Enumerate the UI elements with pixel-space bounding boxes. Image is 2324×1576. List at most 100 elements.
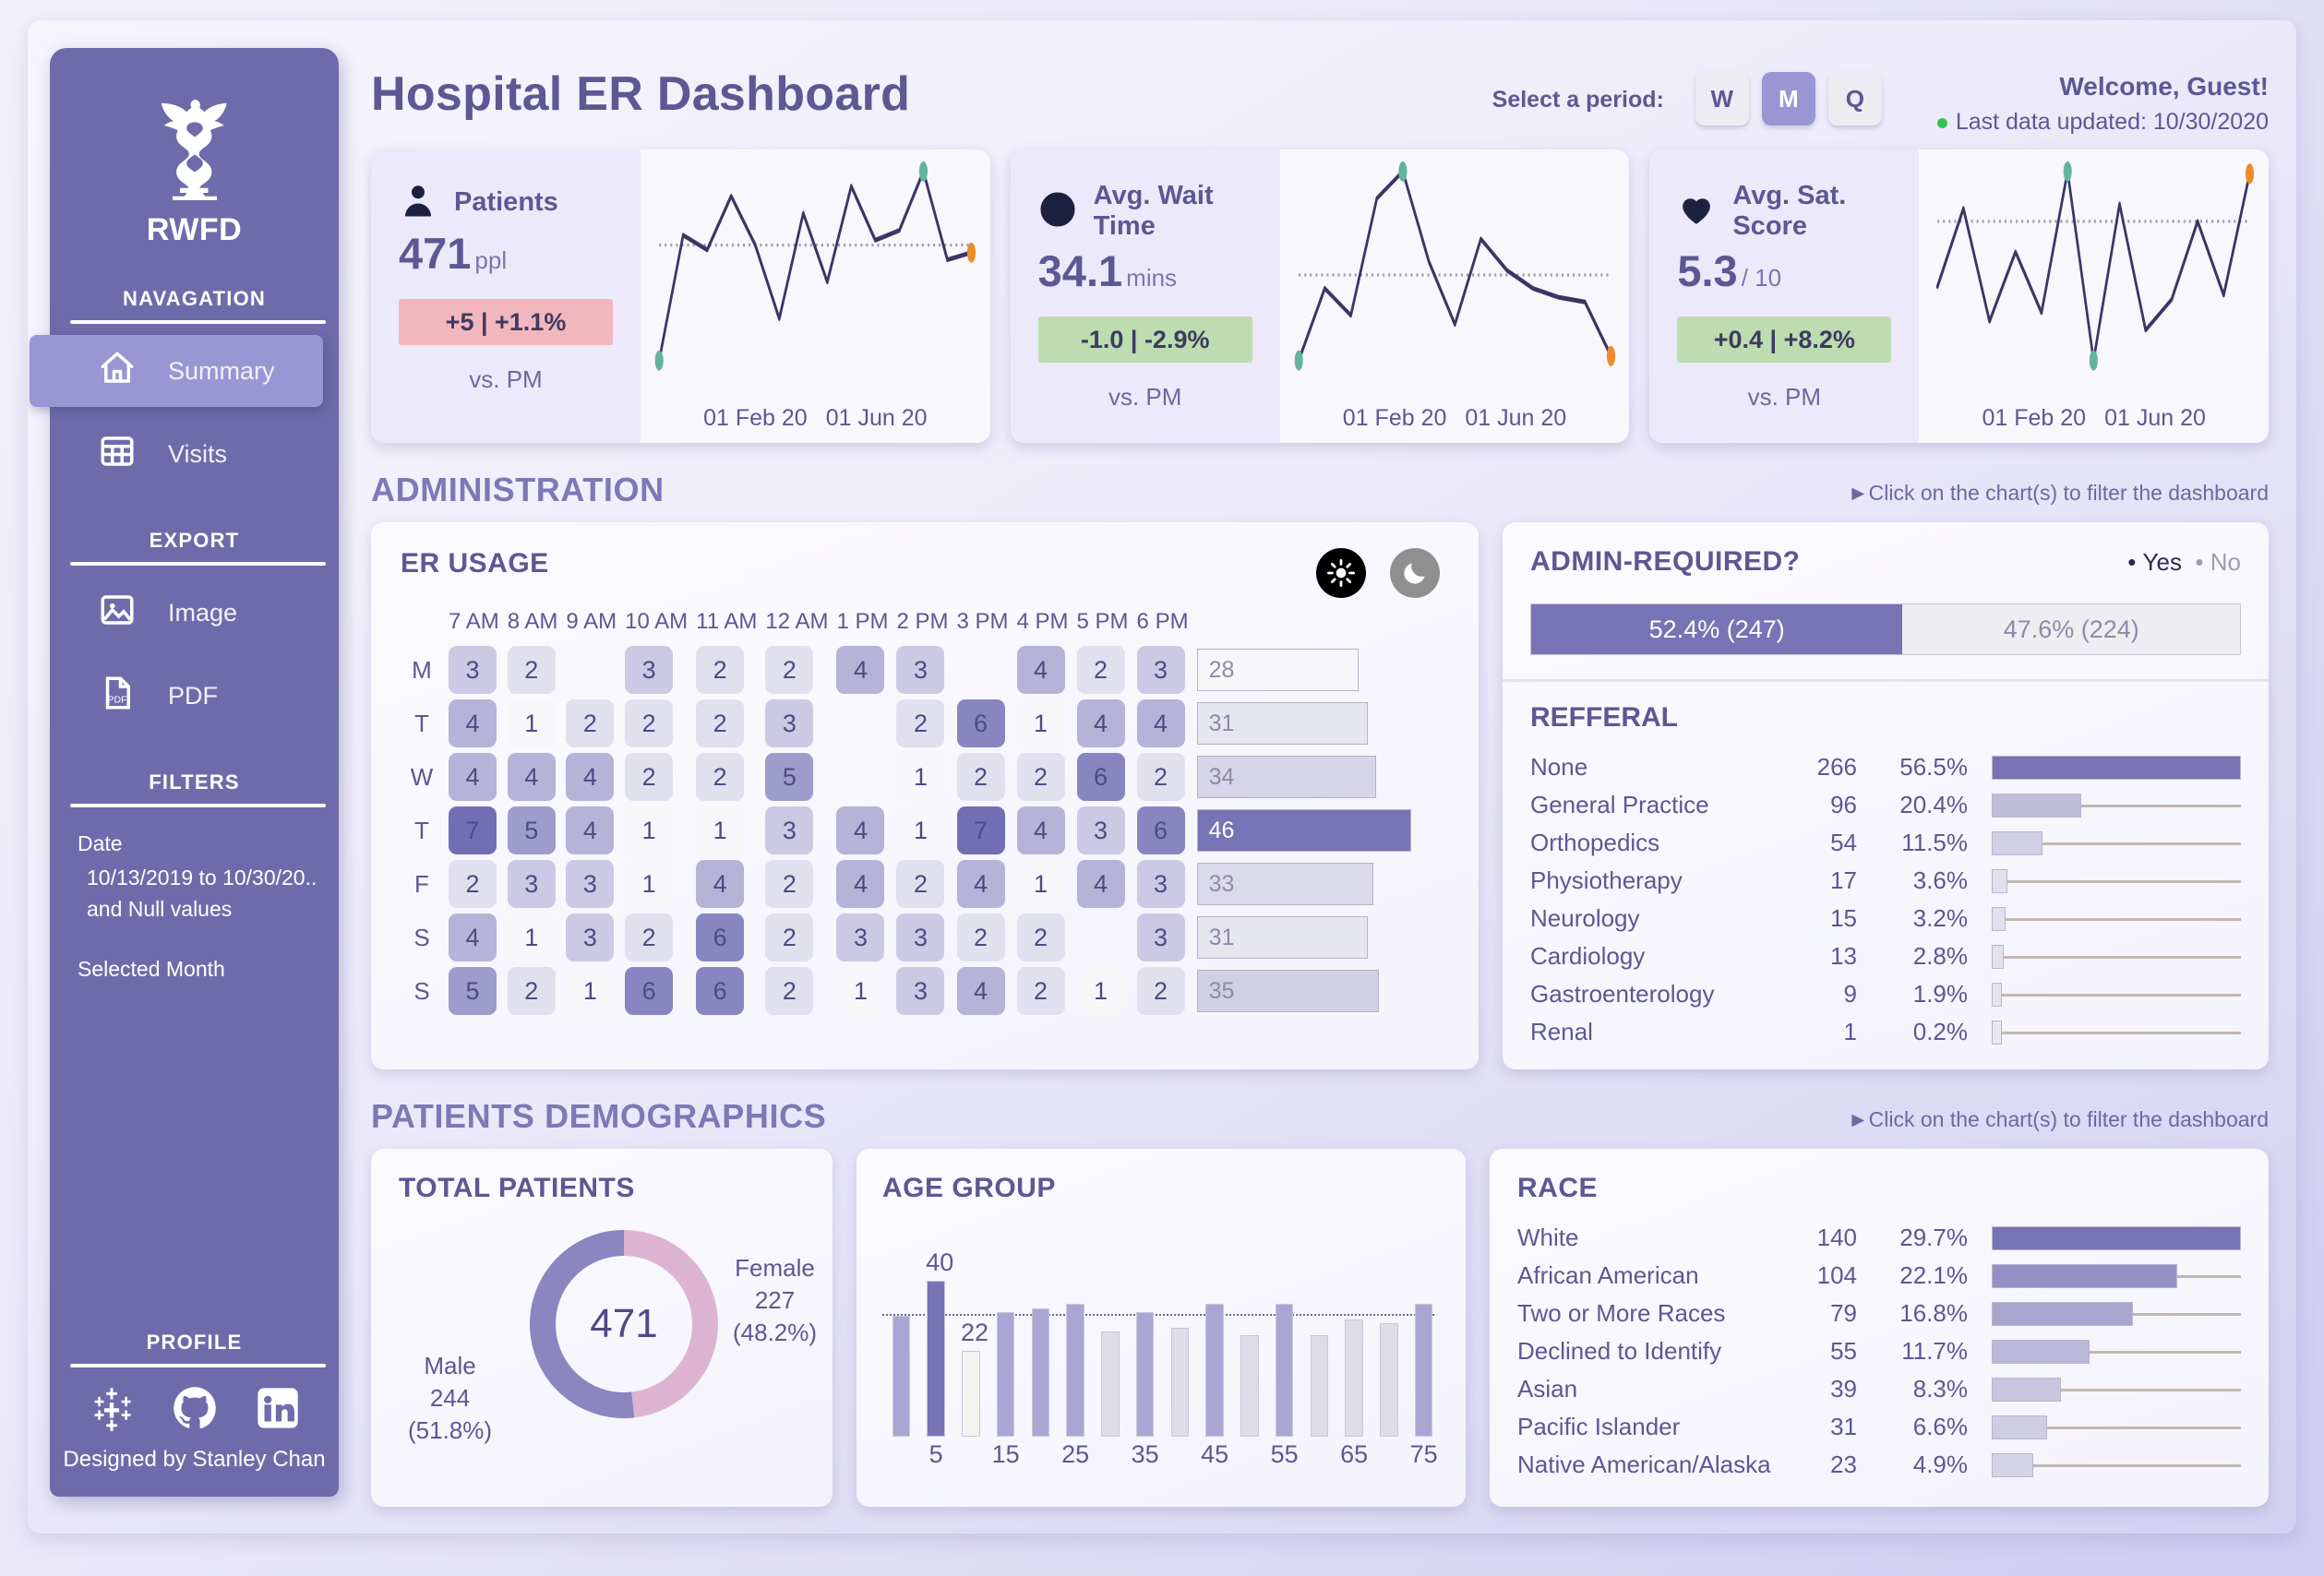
refferal-row[interactable]: Neurology 15 3.2% (1530, 900, 2241, 937)
age-group-bar[interactable] (1414, 1304, 1433, 1437)
kpi-card-sat-score[interactable]: Avg. Sat. Score 5.3/ 10 +0.4 | +8.2% vs.… (1649, 149, 2270, 443)
heatmap-cell[interactable]: 1 (566, 967, 615, 1015)
heatmap-cell[interactable]: 1 (896, 806, 945, 854)
race-row[interactable]: Declined to Identify 55 11.7% (1517, 1332, 2241, 1370)
heatmap-cell[interactable]: 4 (1076, 860, 1125, 908)
age-group-bar[interactable] (996, 1311, 1015, 1437)
heatmap-cell[interactable]: 6 (696, 913, 745, 961)
heatmap-cell[interactable]: 2 (1136, 753, 1185, 801)
heatmap-cell[interactable]: 4 (1016, 806, 1065, 854)
heatmap-cell[interactable]: 2 (1016, 967, 1065, 1015)
refferal-row[interactable]: Renal 1 0.2% (1530, 1013, 2241, 1051)
heatmap-cell[interactable]: 3 (765, 699, 814, 747)
heatmap-cell[interactable]: 6 (1136, 806, 1185, 854)
age-group-bar[interactable] (1066, 1304, 1084, 1437)
heatmap-cell[interactable]: 6 (696, 967, 745, 1015)
heatmap-total-cell[interactable]: 35 (1196, 967, 1411, 1015)
race-row[interactable]: Asian 39 8.3% (1517, 1370, 2241, 1408)
age-group-bar-chart[interactable]: 5 15 25 35 45 55 65 75 40 22 (882, 1228, 1440, 1470)
race-row[interactable]: African American 104 22.1% (1517, 1257, 2241, 1295)
kpi-card-patients[interactable]: Patients 471 ppl +5 | +1.1% vs. PM 01 Feb… (371, 149, 990, 443)
age-group-bar[interactable] (1240, 1335, 1259, 1437)
period-button-q[interactable]: Q (1827, 72, 1882, 125)
heatmap-cell[interactable]: 4 (1136, 699, 1185, 747)
race-row[interactable]: Native American/Alaska 23 4.9% (1517, 1446, 2241, 1484)
admin-required-stacked-bar[interactable]: 52.4% (247) 47.6% (224) (1530, 603, 2241, 655)
heatmap-cell[interactable]: 3 (896, 646, 945, 694)
sidebar-item-visits[interactable]: Visits (50, 418, 339, 490)
linkedin-icon[interactable] (254, 1384, 302, 1432)
heatmap-cell[interactable]: 5 (507, 806, 556, 854)
refferal-row[interactable]: Cardiology 13 2.8% (1530, 937, 2241, 975)
age-group-bar[interactable] (1275, 1304, 1294, 1437)
heatmap-cell[interactable]: 6 (625, 967, 674, 1015)
heatmap-cell[interactable]: 1 (1076, 967, 1125, 1015)
heatmap-cell[interactable]: 2 (449, 860, 497, 908)
heatmap-cell[interactable]: 6 (1076, 753, 1125, 801)
age-group-bar[interactable]: 22 (961, 1319, 988, 1437)
heatmap-cell[interactable]: 2 (765, 913, 814, 961)
heatmap-cell[interactable]: 1 (1016, 860, 1065, 908)
heatmap-cell[interactable]: 3 (765, 806, 814, 854)
heatmap-cell[interactable]: 3 (449, 646, 497, 694)
heatmap-cell[interactable]: 1 (696, 806, 745, 854)
legend-item-no[interactable]: • No (2188, 547, 2241, 576)
age-group-bar[interactable] (1380, 1323, 1398, 1437)
race-row[interactable]: Pacific Islander 31 6.6% (1517, 1408, 2241, 1446)
heatmap-cell[interactable]: 1 (625, 860, 674, 908)
legend-item-yes[interactable]: • Yes (2127, 547, 2182, 576)
heatmap-cell[interactable]: 5 (765, 753, 814, 801)
age-group-bar[interactable] (1345, 1319, 1363, 1437)
heatmap-total-cell[interactable]: 31 (1196, 913, 1411, 961)
heatmap-cell[interactable]: 2 (765, 646, 814, 694)
heatmap-cell[interactable]: 2 (1016, 753, 1065, 801)
heatmap-cell[interactable]: 4 (836, 806, 885, 854)
heatmap-cell[interactable]: 3 (566, 913, 615, 961)
heatmap-cell[interactable]: 2 (566, 699, 615, 747)
heatmap-cell[interactable]: 4 (1076, 699, 1125, 747)
heatmap-cell[interactable]: 2 (1076, 646, 1125, 694)
heatmap-cell[interactable]: 4 (836, 860, 885, 908)
sidebar-item-summary[interactable]: Summary (30, 335, 323, 407)
age-group-bar[interactable] (1310, 1335, 1329, 1437)
refferal-row[interactable]: Gastroenterology 9 1.9% (1530, 975, 2241, 1013)
heatmap-cell[interactable]: 1 (507, 699, 556, 747)
heatmap-cell[interactable]: 3 (1076, 806, 1125, 854)
kpi-sparkline-sat-score[interactable]: 01 Feb 20 01 Jun 20 (1919, 149, 2270, 443)
kpi-card-wait-time[interactable]: Avg. Wait Time 34.1 mins -1.0 | -2.9% vs.… (1010, 149, 1630, 443)
heatmap-cell[interactable]: 2 (625, 753, 674, 801)
gender-donut-chart[interactable] (526, 1226, 722, 1422)
heatmap-cell[interactable]: 2 (507, 967, 556, 1015)
heatmap-cell[interactable]: 3 (625, 646, 674, 694)
period-button-m[interactable]: M (1761, 72, 1815, 125)
heatmap-cell[interactable]: 2 (625, 913, 674, 961)
heatmap-cell[interactable]: 2 (696, 646, 745, 694)
heatmap-cell[interactable]: 3 (1136, 646, 1185, 694)
tableau-icon[interactable] (88, 1384, 136, 1432)
period-button-w[interactable]: W (1695, 72, 1749, 125)
heatmap-cell[interactable]: 1 (836, 967, 885, 1015)
heatmap-cell[interactable]: 4 (449, 699, 497, 747)
age-group-bar[interactable] (1170, 1327, 1190, 1437)
heatmap-cell[interactable]: 4 (507, 753, 556, 801)
heatmap-cell[interactable]: 1 (507, 913, 556, 961)
moon-icon[interactable] (1390, 548, 1440, 598)
heatmap-cell[interactable]: 2 (896, 699, 945, 747)
kpi-sparkline-patients[interactable]: 01 Feb 20 01 Jun 20 (641, 149, 990, 443)
heatmap-cell[interactable]: 7 (956, 806, 1005, 854)
refferal-row[interactable]: Physiotherapy 17 3.6% (1530, 862, 2241, 900)
heatmap-total-cell[interactable]: 33 (1196, 860, 1411, 908)
filter-selected-month[interactable]: Selected Month (78, 953, 318, 985)
heatmap-cell[interactable]: 4 (449, 913, 497, 961)
admin-yes-segment[interactable]: 52.4% (247) (1531, 604, 1903, 654)
heatmap-cell[interactable]: 5 (449, 967, 497, 1015)
heatmap-cell[interactable]: 1 (896, 753, 945, 801)
heatmap-cell[interactable]: 4 (566, 753, 615, 801)
heatmap-cell[interactable]: 7 (449, 806, 497, 854)
heatmap-cell[interactable]: 2 (696, 699, 745, 747)
heatmap-cell[interactable]: 6 (956, 699, 1005, 747)
age-group-bar[interactable] (892, 1315, 911, 1437)
heatmap-total-cell[interactable]: 46 (1196, 806, 1411, 854)
age-group-bar[interactable] (1205, 1304, 1224, 1437)
sidebar-item-image-export[interactable]: Image (50, 577, 339, 649)
